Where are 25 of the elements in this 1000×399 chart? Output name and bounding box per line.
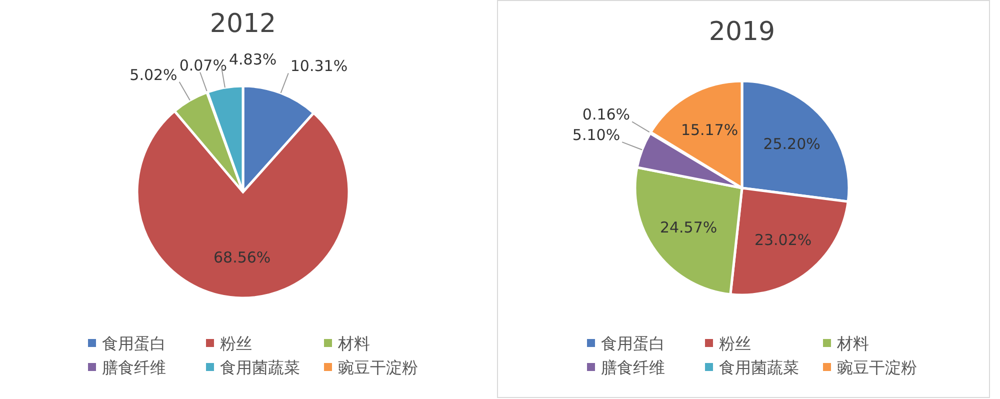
data-label: 0.16% — [582, 106, 630, 124]
legend-label: 粉丝 — [719, 334, 751, 353]
legend-label: 豌豆干淀粉 — [837, 358, 917, 377]
legend-label: 膳食纤维 — [601, 358, 665, 377]
legend-label: 材料 — [836, 334, 869, 353]
legend-label: 材料 — [337, 334, 370, 353]
data-label: 23.02% — [754, 231, 812, 250]
data-label: 4.83% — [228, 50, 277, 69]
data-label: 5.10% — [572, 126, 620, 144]
legend-label: 豌豆干淀粉 — [338, 358, 418, 377]
data-label: 24.57% — [660, 218, 718, 236]
data-label: 0.07% — [179, 56, 227, 74]
legend-label: 粉丝 — [220, 334, 252, 353]
legend-label: 食用菌蔬菜 — [220, 358, 300, 377]
legend-label: 食用蛋白 — [601, 334, 665, 353]
legend-label: 食用蛋白 — [102, 334, 166, 353]
data-label: 10.31% — [290, 57, 348, 76]
legend-label: 膳食纤维 — [102, 358, 166, 377]
data-label: 25.20% — [763, 135, 820, 154]
data-label: 15.17% — [680, 121, 738, 140]
data-label: 5.02% — [130, 66, 178, 84]
chart-title: 2012 — [210, 9, 276, 39]
data-label: 68.56% — [213, 248, 271, 267]
chart-title: 2019 — [708, 17, 776, 47]
legend-label: 食用菌蔬菜 — [719, 358, 799, 377]
